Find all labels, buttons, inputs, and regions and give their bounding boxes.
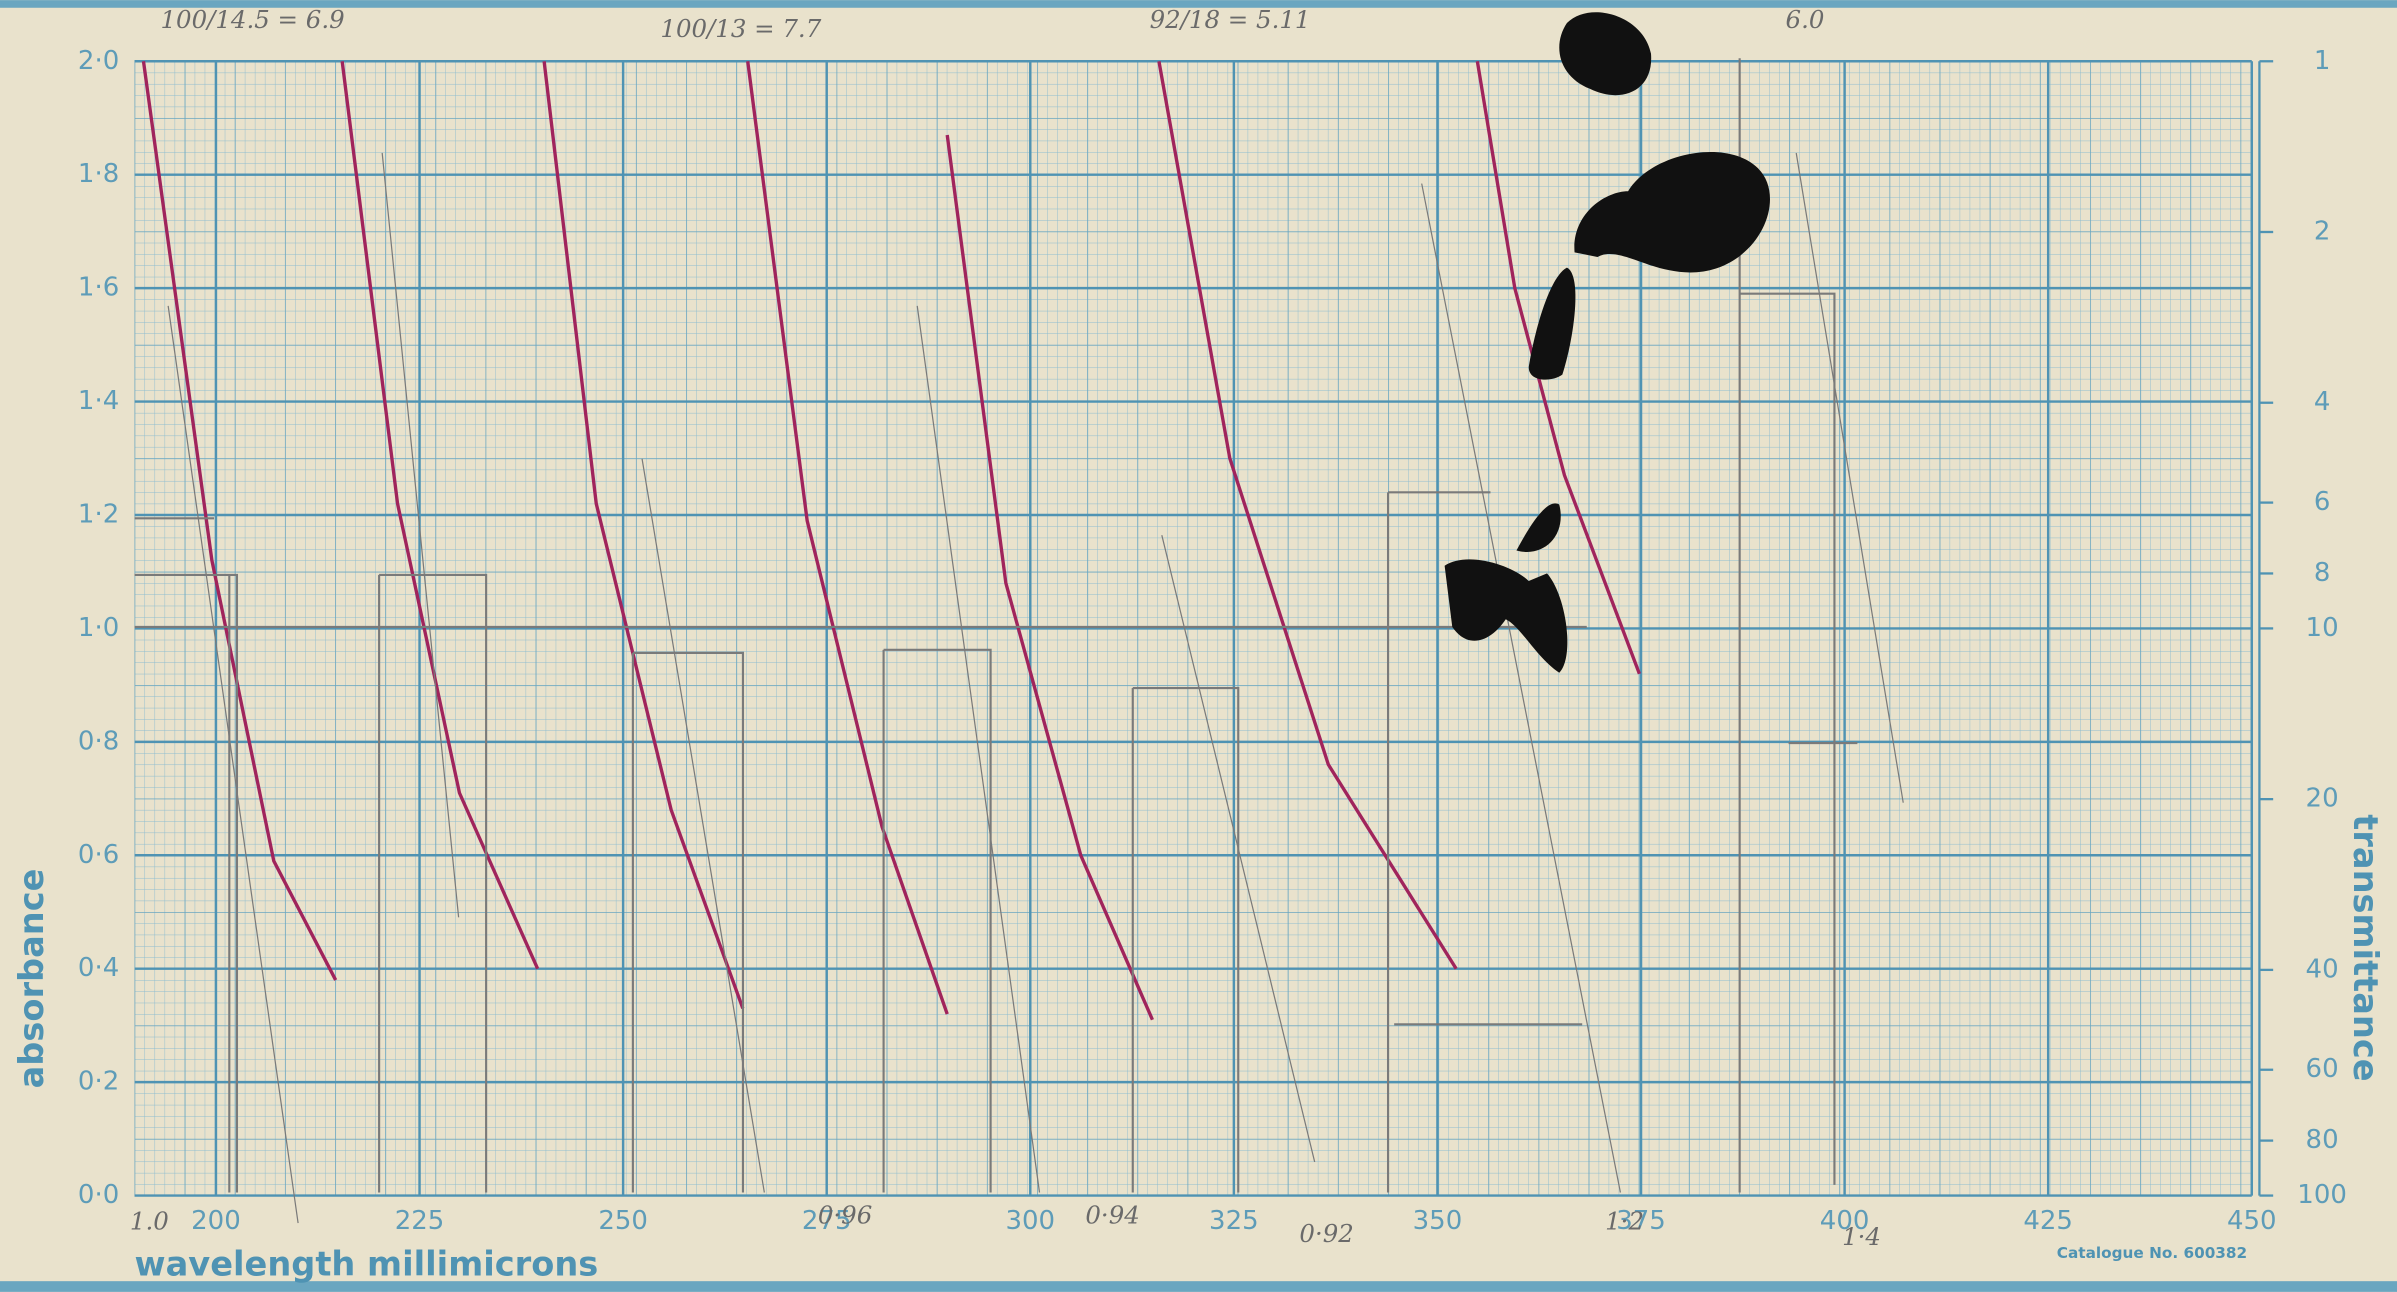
y-tick-label: 0·8 (78, 726, 119, 756)
x-axis-title: wavelength millimicrons (135, 1244, 599, 1283)
y-tick-label: 1·2 (78, 499, 119, 529)
handwritten-note: 0·92 (1299, 1219, 1353, 1248)
handwritten-note: 0·94 (1085, 1200, 1139, 1229)
handwritten-note: 6.0 (1786, 5, 1825, 34)
catalogue-number: Catalogue No. 600382 (2057, 1244, 2247, 1262)
x-tick-label: 400 (1820, 1206, 1870, 1236)
handwritten-note: 1·4 (1842, 1222, 1881, 1251)
y2-tick-label: 8 (2314, 558, 2331, 588)
data-line (141, 61, 338, 981)
x-tick-label: 450 (2227, 1206, 2277, 1236)
y2-tick-label: 4 (2314, 387, 2331, 417)
x-tick-label: 225 (395, 1206, 445, 1236)
y2-tick-label: 1 (2314, 46, 2331, 76)
x-tick-label: 425 (2023, 1206, 2073, 1236)
paper-edge (0, 1281, 2397, 1292)
y-tick-label: 0·4 (78, 953, 119, 983)
x-tick-label: 350 (1413, 1206, 1463, 1236)
handwritten-note: 0·96 (818, 1200, 872, 1229)
y-axis-title: absorbance (12, 869, 51, 1089)
y-tick-label: 1·0 (78, 613, 119, 643)
y-tick-label: 1·6 (78, 273, 119, 303)
handwritten-note: 92/18 = 5.11 (1150, 5, 1311, 34)
x-tick-label: 250 (598, 1206, 648, 1236)
y-tick-label: 1·8 (78, 159, 119, 189)
y2-tick-label: 2 (2314, 217, 2331, 247)
handwritten-note: 100/13 = 7.7 (660, 14, 821, 43)
y2-tick-label: 40 (2306, 954, 2339, 984)
y2-axis-title: transmittance (2346, 814, 2385, 1081)
x-tick-label: 200 (191, 1206, 241, 1236)
y-tick-label: 0·0 (78, 1180, 119, 1210)
y2-tick-label: 10 (2306, 613, 2339, 643)
y-tick-label: 1·4 (78, 386, 119, 416)
y2-tick-label: 80 (2306, 1125, 2339, 1155)
data-line (340, 61, 540, 970)
y-tick-label: 0·6 (78, 840, 119, 870)
data-line (945, 134, 1154, 1021)
y2-tick-label: 100 (2297, 1180, 2347, 1210)
handwritten-note: 1.0 (130, 1207, 169, 1236)
y2-tick-label: 6 (2314, 487, 2331, 517)
x-tick-label: 325 (1209, 1206, 1259, 1236)
y2-tick-label: 20 (2306, 784, 2339, 814)
y2-tick-label: 60 (2306, 1054, 2339, 1084)
data-line (1157, 60, 1458, 970)
y-tick-label: 2·0 (78, 46, 119, 76)
x-tick-label: 300 (1005, 1206, 1055, 1236)
data-line (746, 61, 949, 1015)
x-tick-label: 375 (1616, 1206, 1666, 1236)
paper-edge (0, 0, 2397, 8)
handwritten-note: 1·2 (1605, 1207, 1644, 1236)
ink-blots (1444, 12, 1770, 673)
data-line (1475, 60, 1641, 675)
pencil-lines (134, 58, 1904, 1224)
y-tick-label: 0·2 (78, 1067, 119, 1097)
x-tick-label: 275 (802, 1206, 852, 1236)
handwritten-note: 100/14.5 = 6.9 (161, 5, 345, 34)
